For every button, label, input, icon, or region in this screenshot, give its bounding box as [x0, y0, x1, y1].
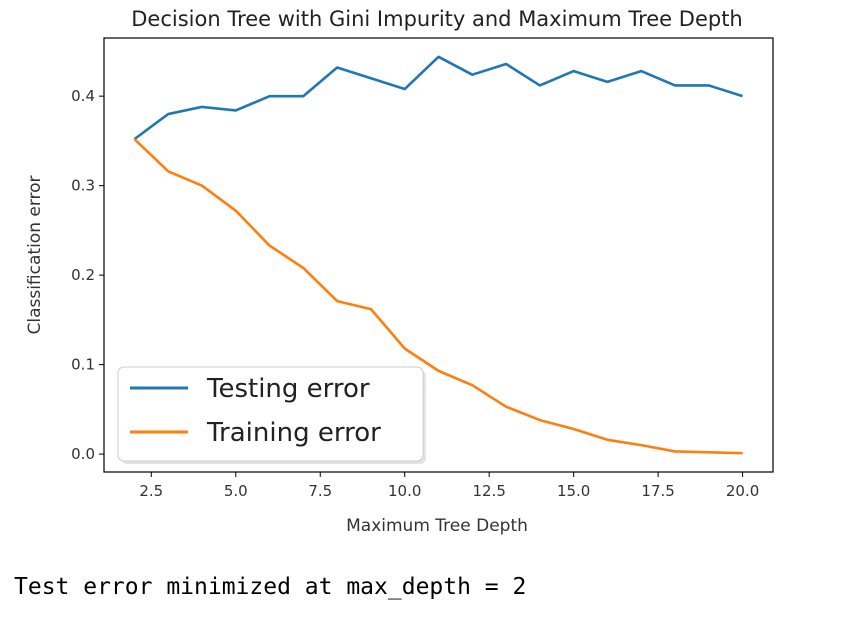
x-tick-label: 5.0 — [224, 482, 248, 500]
testing-error-line — [133, 55, 743, 141]
line-chart: Decision Tree with Gini Impurity and Max… — [25, 7, 774, 536]
console-output-line: Test error minimized at max_depth = 2 — [14, 574, 527, 600]
legend-box — [117, 366, 424, 462]
y-tick-label: 0.3 — [71, 177, 95, 195]
x-tick-label: 12.5 — [472, 482, 505, 500]
x-axis-label: Maximum Tree Depth — [346, 516, 528, 536]
legend-label-testing: Testing error — [206, 374, 370, 404]
y-tick-label: 0.0 — [71, 445, 95, 463]
y-tick-label: 0.4 — [71, 87, 95, 105]
x-axis: 2.5 5.0 7.5 10.0 12.5 15.0 17.5 20.0 — [139, 472, 759, 500]
series-lines — [133, 55, 743, 455]
x-tick-label: 15.0 — [557, 482, 590, 500]
x-tick-label: 7.5 — [308, 482, 332, 500]
training-error-line — [133, 138, 743, 455]
y-axis: 0.0 0.1 0.2 0.3 0.4 — [71, 87, 104, 463]
y-tick-label: 0.1 — [71, 356, 95, 374]
chart-title: Decision Tree with Gini Impurity and Max… — [131, 7, 742, 31]
y-tick-label: 0.2 — [71, 266, 95, 284]
x-tick-label: 10.0 — [388, 482, 421, 500]
legend: Testing error Training error — [117, 366, 426, 464]
legend-label-training: Training error — [206, 418, 381, 448]
y-axis-label: Classification error — [25, 175, 45, 334]
x-tick-label: 17.5 — [641, 482, 674, 500]
x-tick-label: 20.0 — [726, 482, 759, 500]
x-tick-label: 2.5 — [139, 482, 163, 500]
